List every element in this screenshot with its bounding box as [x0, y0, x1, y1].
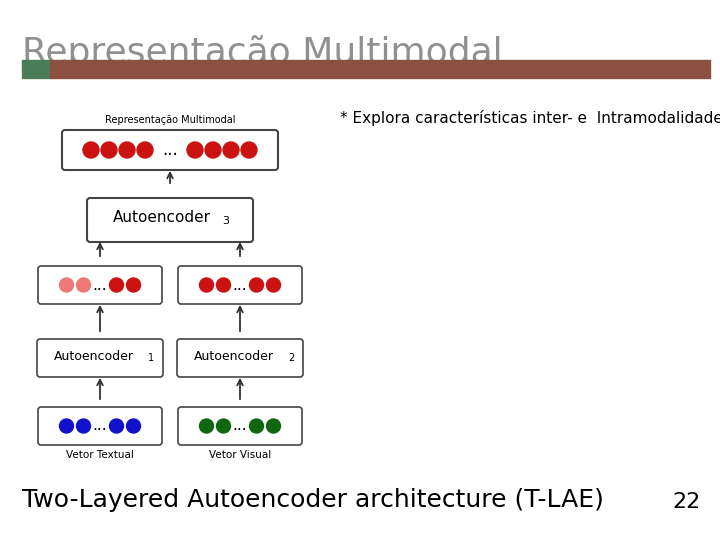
Circle shape [109, 419, 124, 433]
Circle shape [250, 419, 264, 433]
Text: Autoencoder: Autoencoder [54, 349, 134, 362]
Text: Vetor Textual: Vetor Textual [66, 450, 134, 460]
FancyBboxPatch shape [38, 266, 162, 304]
FancyBboxPatch shape [87, 198, 253, 242]
Circle shape [137, 142, 153, 158]
Circle shape [266, 419, 281, 433]
Circle shape [199, 419, 214, 433]
Circle shape [250, 278, 264, 292]
Bar [50, 60, 710, 78]
Text: ...: ... [233, 418, 247, 434]
Text: Representação Multimodal: Representação Multimodal [22, 35, 503, 70]
Text: 22: 22 [672, 492, 701, 512]
FancyBboxPatch shape [37, 339, 163, 377]
Circle shape [127, 278, 140, 292]
Circle shape [217, 278, 230, 292]
FancyBboxPatch shape [177, 339, 303, 377]
Circle shape [60, 278, 73, 292]
Text: 1: 1 [148, 353, 154, 363]
Circle shape [76, 419, 91, 433]
Text: ...: ... [93, 278, 107, 293]
Bar [22, 60, 50, 78]
Text: Two-Layered Autoencoder architecture (T-LAE): Two-Layered Autoencoder architecture (T-… [22, 488, 604, 512]
FancyBboxPatch shape [38, 407, 162, 445]
Circle shape [109, 278, 124, 292]
Circle shape [101, 142, 117, 158]
Circle shape [223, 142, 239, 158]
Text: ...: ... [93, 418, 107, 434]
FancyBboxPatch shape [178, 407, 302, 445]
Text: * Explora características inter- e  Intramodalidades: * Explora características inter- e Intra… [340, 110, 720, 126]
Circle shape [187, 142, 203, 158]
Circle shape [199, 278, 214, 292]
Text: Vetor Visual: Vetor Visual [209, 450, 271, 460]
Circle shape [119, 142, 135, 158]
Circle shape [205, 142, 221, 158]
Circle shape [127, 419, 140, 433]
Text: Representação Multimodal: Representação Multimodal [104, 115, 235, 125]
Text: Autoencoder: Autoencoder [113, 211, 211, 226]
Text: 3: 3 [222, 216, 229, 226]
Circle shape [217, 419, 230, 433]
FancyBboxPatch shape [62, 130, 278, 170]
Circle shape [76, 278, 91, 292]
Text: ...: ... [233, 278, 247, 293]
Text: ...: ... [162, 141, 178, 159]
Text: Autoencoder: Autoencoder [194, 349, 274, 362]
Circle shape [241, 142, 257, 158]
Circle shape [60, 419, 73, 433]
Text: 2: 2 [288, 353, 294, 363]
FancyBboxPatch shape [178, 266, 302, 304]
Circle shape [83, 142, 99, 158]
Circle shape [266, 278, 281, 292]
